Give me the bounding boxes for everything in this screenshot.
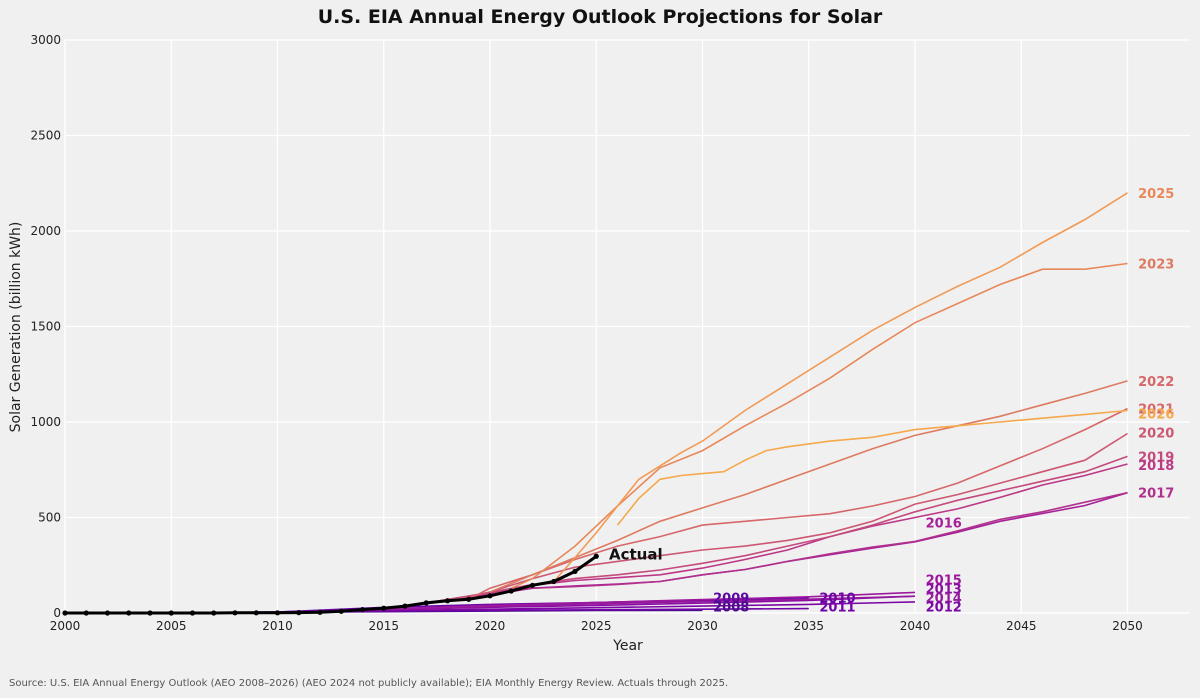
series-line-2026 <box>616 409 1128 526</box>
actual-point <box>62 610 68 616</box>
actual-point <box>487 593 493 599</box>
actual-point <box>147 610 153 616</box>
series-line-2019 <box>426 455 1128 604</box>
actual-point <box>83 610 89 616</box>
series-label-2011: 2011 <box>819 600 855 615</box>
actual-point <box>508 588 514 594</box>
y-axis-label: Solar Generation (billion kWh) <box>8 222 24 433</box>
actual-point <box>274 610 281 616</box>
x-tick-label: 2035 <box>793 619 824 633</box>
x-tick-label: 2050 <box>1112 619 1143 633</box>
actual-point <box>359 606 366 613</box>
y-tick-label: 500 <box>38 511 61 525</box>
actual-point <box>296 610 302 616</box>
y-tick-label: 2000 <box>30 224 61 238</box>
series-label-2012: 2012 <box>926 600 962 615</box>
chart-title: U.S. EIA Annual Energy Outlook Projectio… <box>317 6 883 28</box>
actual-point <box>551 578 557 585</box>
y-tick-label: 0 <box>53 606 61 620</box>
x-tick-label: 2025 <box>581 619 612 633</box>
actual-point <box>381 605 387 611</box>
grid-lines <box>64 39 1190 614</box>
series-label-2010: 2010 <box>819 592 855 607</box>
series-label-2016: 2016 <box>926 516 962 531</box>
series-label-2026: 2026 <box>1138 407 1174 422</box>
actual-point <box>423 600 429 606</box>
series-label-2014: 2014 <box>926 592 962 607</box>
actual-point <box>338 608 344 614</box>
actual-point <box>211 610 217 616</box>
actual-label: Actual <box>609 546 663 564</box>
series-label-2015: 2015 <box>926 574 962 589</box>
y-tick-label: 2500 <box>30 129 61 143</box>
series-label-2021: 2021 <box>1138 403 1174 418</box>
actual-point <box>253 610 259 616</box>
series-line-2020 <box>447 432 1128 602</box>
series-line-2023 <box>510 262 1128 589</box>
x-tick-label: 2030 <box>687 619 718 633</box>
series-label-2023: 2023 <box>1138 257 1174 272</box>
series-line-2022 <box>489 380 1128 593</box>
x-tick-label: 2020 <box>475 619 506 633</box>
actual-series: Actual <box>62 546 663 616</box>
x-tick-label: 2040 <box>900 619 931 633</box>
actual-point <box>466 596 472 602</box>
y-axis-ticks: 0 500 1000 1500 2000 2500 3000 <box>30 33 61 620</box>
x-tick-label: 2010 <box>262 619 293 633</box>
actual-point <box>529 582 536 588</box>
actual-point <box>402 603 408 609</box>
x-tick-label: 2005 <box>156 619 187 633</box>
x-axis-label: Year <box>612 638 643 654</box>
series-label-2013: 2013 <box>926 583 962 598</box>
x-axis-ticks: 2000 2005 2010 2015 2020 2025 2030 2035 2040 2045… <box>50 619 1143 633</box>
series-label-2008: 2008 <box>713 600 749 615</box>
source-note: Source: U.S. EIA Annual Energy Outlook (… <box>9 678 729 689</box>
x-tick-label: 2000 <box>50 619 81 633</box>
series-label-2018: 2018 <box>1138 459 1174 474</box>
actual-line <box>65 555 598 615</box>
actual-point <box>126 610 132 616</box>
series-label-2017: 2017 <box>1138 487 1174 502</box>
x-tick-label: 2045 <box>1006 619 1037 633</box>
series-label-2025: 2025 <box>1138 187 1174 202</box>
series-line-2021 <box>468 407 1128 600</box>
series-label-2022: 2022 <box>1138 375 1174 390</box>
y-tick-label: 1500 <box>30 320 61 334</box>
x-tick-label: 2015 <box>368 619 399 633</box>
actual-point <box>104 610 111 616</box>
actual-point <box>232 610 238 616</box>
actual-point <box>189 610 196 616</box>
actual-point <box>168 610 174 616</box>
y-tick-label: 1000 <box>30 415 61 429</box>
actual-point <box>317 609 323 615</box>
actual-point <box>444 598 451 604</box>
y-tick-label: 3000 <box>30 33 61 47</box>
actual-point <box>572 568 578 574</box>
series-line-2025 <box>553 192 1128 583</box>
series-label-2009: 2009 <box>713 592 749 607</box>
series-label-2019: 2019 <box>1138 450 1174 465</box>
series-label-2020: 2020 <box>1138 427 1174 442</box>
actual-point <box>593 553 599 559</box>
